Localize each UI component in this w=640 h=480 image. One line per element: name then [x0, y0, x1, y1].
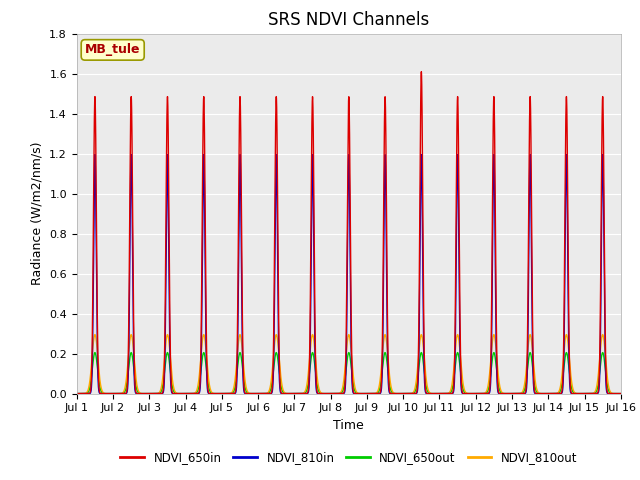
X-axis label: Time: Time	[333, 419, 364, 432]
Title: SRS NDVI Channels: SRS NDVI Channels	[268, 11, 429, 29]
Legend: NDVI_650in, NDVI_810in, NDVI_650out, NDVI_810out: NDVI_650in, NDVI_810in, NDVI_650out, NDV…	[116, 446, 582, 469]
Text: MB_tule: MB_tule	[85, 43, 140, 56]
Y-axis label: Radiance (W/m2/nm/s): Radiance (W/m2/nm/s)	[31, 142, 44, 285]
